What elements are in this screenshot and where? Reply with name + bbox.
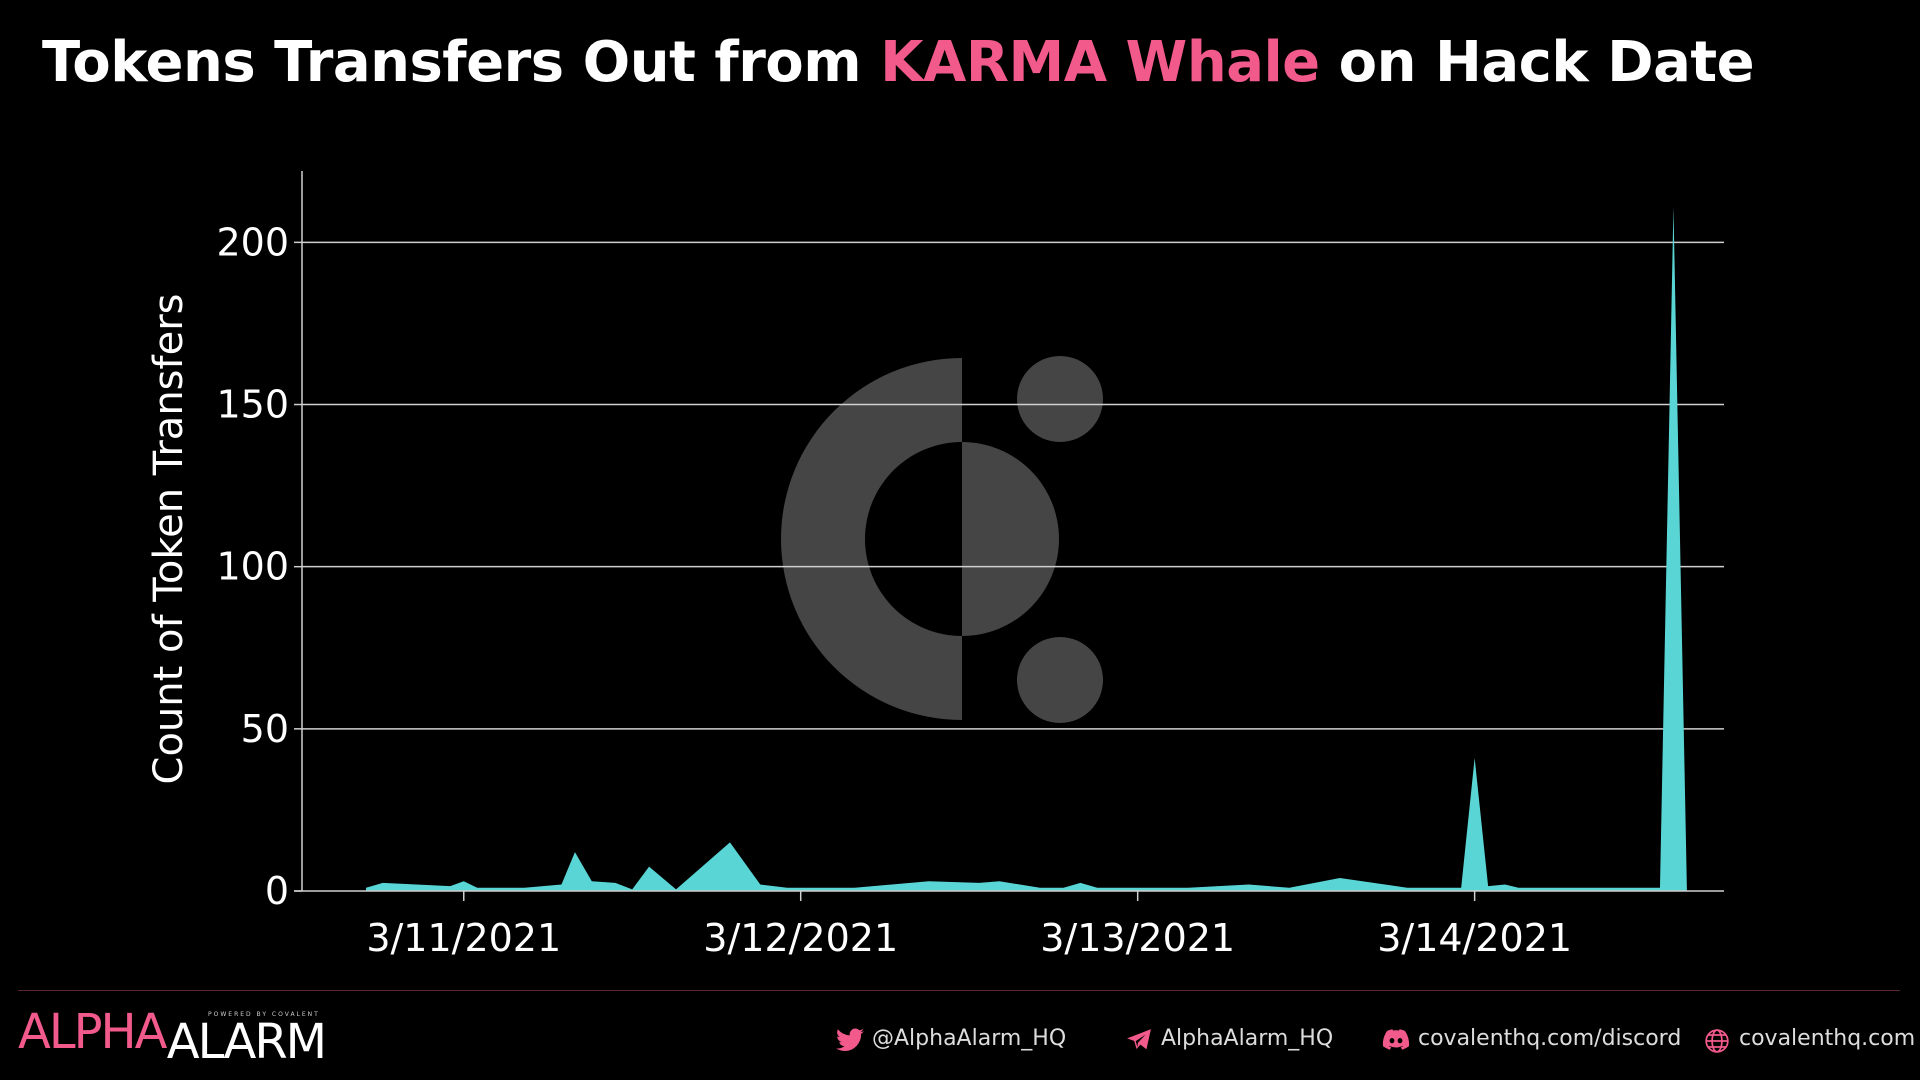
y-tick-label: 0: [265, 869, 289, 913]
footer-line: [18, 990, 1900, 991]
title-highlight: KARMA Whale: [880, 30, 1320, 95]
y-tick-label: 50: [241, 707, 289, 751]
watermark-half: [962, 442, 1059, 636]
y-tick-label: 100: [216, 545, 289, 589]
discord-icon: [1382, 1029, 1410, 1050]
title-start: Tokens Transfers Out from: [42, 30, 881, 95]
brand: ALPHAALARM: [18, 1004, 327, 1070]
x-tick-label: 3/14/2021: [1377, 916, 1572, 960]
globe-icon: [1705, 1029, 1729, 1053]
powered-by: POWERED BY COVALENT: [208, 1011, 320, 1018]
brand-alpha: ALPHA: [18, 1004, 169, 1060]
telegram-icon: [1127, 1029, 1151, 1050]
x-tick-label: 3/13/2021: [1040, 916, 1235, 960]
y-tick-label: 200: [216, 220, 289, 264]
chart-title: Tokens Transfers Out from KARMA Whale on…: [42, 30, 1755, 95]
watermark: [781, 356, 1103, 723]
discord-link[interactable]: covalenthq.com/discord: [1418, 1026, 1682, 1051]
web-link[interactable]: covalenthq.com: [1739, 1026, 1916, 1051]
x-tick-label: 3/12/2021: [703, 916, 898, 960]
title-end: on Hack Date: [1319, 30, 1755, 95]
twitter-handle[interactable]: @AlphaAlarm_HQ: [872, 1026, 1067, 1051]
brand-alarm: ALARM: [166, 1014, 327, 1070]
x-tick-label: 3/11/2021: [366, 916, 561, 960]
watermark-dot: [1017, 356, 1103, 442]
y-tick-label: 150: [216, 383, 289, 427]
watermark-ring: [781, 358, 962, 720]
twitter-icon: [836, 1028, 864, 1051]
y-axis-label: Count of Token Transfers: [146, 294, 192, 785]
telegram-handle[interactable]: AlphaAlarm_HQ: [1161, 1026, 1334, 1051]
watermark-dot: [1017, 637, 1103, 723]
chart: Count of Token Transfers 0 50 100 150 200 3/1…: [146, 171, 1724, 960]
